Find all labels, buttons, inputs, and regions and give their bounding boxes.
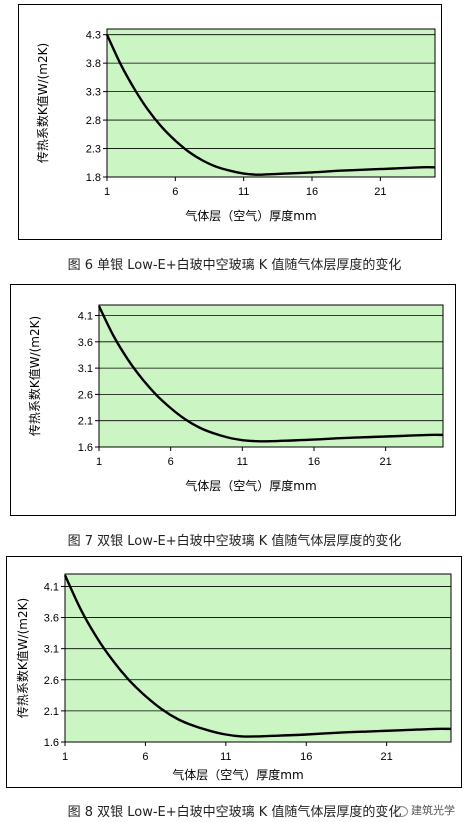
plot-area [64, 573, 452, 743]
x-tick-label: 6 [142, 751, 148, 763]
x-tick-label: 11 [220, 751, 231, 763]
y-tick-label: 1.8 [86, 172, 101, 184]
y-tick-label: 4.3 [86, 30, 101, 42]
y-tick-label: 3.1 [78, 363, 93, 375]
chart-3: 1.62.12.63.13.64.11 6 11 16 21传热系数K值W/(m2K)气… [15, 573, 452, 782]
x-tick-label: 21 [374, 186, 386, 198]
x-tick-label: 1 [96, 456, 102, 468]
series-line [105, 34, 436, 176]
x-tick-label: 16 [308, 456, 320, 468]
x-axis-label: 气体层（空气）厚度mm [185, 478, 316, 493]
x-tick-label: 21 [380, 456, 392, 468]
y-tick-label: 2.6 [78, 389, 93, 401]
y-tick-label: 2.6 [44, 675, 59, 687]
x-tick-label: 1 [62, 751, 68, 763]
plot-area [98, 304, 444, 448]
wechat-icon [394, 805, 408, 817]
x-tick-label: 11 [238, 186, 249, 198]
x-tick-label: 6 [168, 456, 174, 468]
x-axis-label: 气体层（空气）厚度mm [172, 767, 303, 782]
chart-frame-1: 1.8 2.3 2.8 3.3 3.8 4.3 1 6 11 16 21 传热系数K值W/(m2K) 气… [18, 4, 442, 240]
y-axis-label: 传热系数K值W/(m2K) [27, 316, 42, 436]
caption-1: 图 6 单银 Low-E+白玻中空玻璃 K 值随气体层厚度的变化 [67, 258, 402, 273]
x-tick-label: 16 [300, 751, 312, 763]
plot-area [106, 28, 436, 178]
watermark: 建筑光学 [394, 802, 455, 818]
y-axis-label: 传热系数K值W/(m2K) [35, 43, 50, 163]
y-tick-label: 2.1 [44, 706, 59, 718]
caption-3: 图 8 双银 Low-E+白玻中空玻璃 K 值随气体层厚度的变化 [67, 805, 402, 820]
y-axis-label: 传热系数K值W/(m2K) [15, 598, 30, 718]
y-tick-label: 1.6 [44, 737, 59, 749]
y-tick-label: 2.3 [86, 144, 101, 156]
y-tick-label: 2.8 [86, 115, 101, 127]
x-axis-label: 气体层（空气）厚度mm [185, 208, 316, 223]
y-tick-label: 3.3 [86, 87, 101, 99]
y-tick-label: 4.1 [78, 311, 93, 323]
y-tick-label: 3.8 [86, 58, 101, 70]
chart-2: 1.62.12.63.13.64.11 6 11 16 21传热系数K值W/(m2K)气… [27, 304, 444, 493]
watermark-text: 建筑光学 [411, 804, 455, 817]
x-tick-label: 16 [306, 186, 318, 198]
y-tick-label: 3.6 [78, 337, 93, 349]
y-tick-label: 3.6 [44, 613, 59, 625]
x-tick-label: 6 [172, 186, 178, 198]
chart-frame-3: 1.6 2.1 2.6 3.1 3.6 4.1 1 6 11 16 21 传热系数K值W/(m2K) 气… [6, 556, 462, 788]
x-tick-label: 21 [381, 751, 393, 763]
chart-1: 1.82.32.83.33.84.31 6 11 16 21传热系数K值W/(m2K)气… [35, 28, 436, 223]
chart-frame-2: 1.6 2.1 2.6 3.1 3.6 4.1 1 6 11 16 21 传热系数K值W/(m2K) 气… [10, 284, 456, 516]
series-line [97, 305, 444, 443]
y-tick-label: 4.1 [44, 581, 59, 593]
x-tick-label: 11 [237, 456, 248, 468]
caption-2: 图 7 双银 Low-E+白玻中空玻璃 K 值随气体层厚度的变化 [67, 534, 402, 549]
y-tick-label: 1.6 [78, 442, 93, 454]
y-tick-label: 3.1 [44, 644, 59, 656]
y-tick-label: 2.1 [78, 416, 93, 428]
series-line [63, 574, 452, 738]
x-tick-label: 1 [104, 186, 110, 198]
